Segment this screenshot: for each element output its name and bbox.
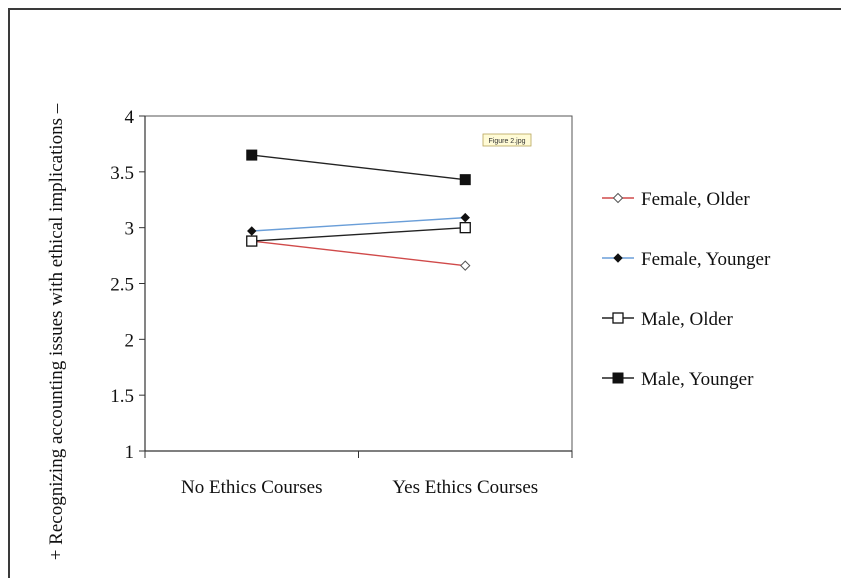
x-tick-label: Yes Ethics Courses <box>392 477 538 498</box>
y-tick-label: 3 <box>125 219 135 240</box>
axes <box>139 115 573 458</box>
x-tick-labels: No Ethics Courses Yes Ethics Courses <box>181 477 538 498</box>
y-tick-label: 2 <box>125 330 135 351</box>
y-tick-label: 1.5 <box>110 386 134 407</box>
data-point <box>459 222 471 234</box>
data-point <box>460 260 471 271</box>
y-tick-labels: 1 1.5 2 2.5 3 3.5 4 <box>110 107 134 463</box>
legend-marker <box>612 192 624 204</box>
legend-label: Male, Older <box>641 309 733 330</box>
series-line <box>251 154 466 181</box>
plot-area-border <box>144 115 573 452</box>
legend-marker <box>612 372 624 384</box>
annotation-tag-box <box>482 133 532 147</box>
legend-marker <box>613 253 623 263</box>
data-point <box>247 226 257 236</box>
y-tick-label: 1 <box>125 442 135 463</box>
figure-frame <box>8 8 841 578</box>
x-tick-label: No Ethics Courses <box>181 477 322 498</box>
data-point <box>459 174 471 186</box>
y-axis-label: + Recognizing accounting issues with eth… <box>46 103 67 560</box>
legend: Female, Older Female, Younger Male, Older M… <box>602 189 771 390</box>
y-tick-label: 3.5 <box>110 163 134 184</box>
legend-label: Male, Younger <box>641 369 754 390</box>
series-line <box>251 226 466 242</box>
series-markers <box>246 149 471 271</box>
y-axis-label-group: + Recognizing accounting issues with eth… <box>46 103 67 560</box>
data-point <box>246 235 258 247</box>
legend-label: Female, Older <box>641 189 750 210</box>
series-line <box>251 240 466 267</box>
data-point <box>246 149 258 161</box>
series-line <box>251 216 466 232</box>
annotation-tag-text: Figure 2.jpg <box>489 138 526 145</box>
legend-label: Female, Younger <box>641 249 771 270</box>
y-tick-label: 4 <box>125 107 135 128</box>
y-tick-label: 2.5 <box>110 275 134 296</box>
legend-marker <box>612 312 624 324</box>
data-point <box>460 212 470 223</box>
annotation-tag: Figure 2.jpg <box>482 133 532 147</box>
series-lines <box>251 154 466 267</box>
